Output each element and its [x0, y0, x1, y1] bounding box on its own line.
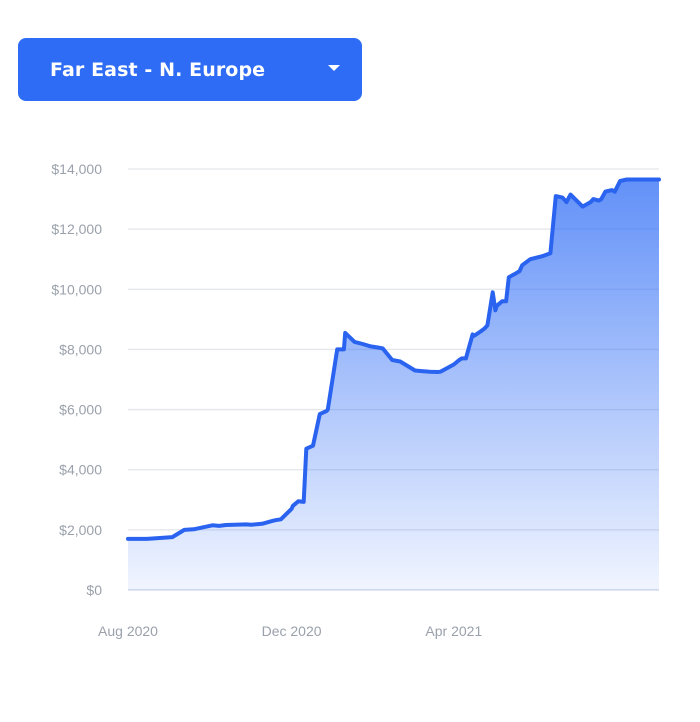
x-tick-label: Apr 2021: [425, 623, 482, 639]
line-layer: [126, 177, 661, 541]
series-line: [126, 177, 661, 541]
y-tick-label: $6,000: [59, 402, 102, 418]
y-tick-label: $0: [86, 582, 102, 598]
y-tick-label: $4,000: [59, 462, 102, 478]
x-tick-label: Dec 2020: [262, 623, 322, 639]
area-layer: [128, 179, 659, 590]
series-area-fill: [128, 179, 659, 590]
y-tick-label: $8,000: [59, 341, 102, 357]
y-tick-label: $2,000: [59, 522, 102, 538]
y-axis-ticks: $0 $2,000 $4,000 $6,000 $8,000 $10,000 $12,000…: [51, 161, 102, 598]
x-axis-ticks: Aug 2020 Dec 2020 Apr 2021: [98, 623, 482, 639]
route-select-label: Far East - N. Europe: [50, 58, 266, 81]
x-tick-label: Aug 2020: [98, 623, 158, 639]
route-select-dropdown[interactable]: Far East - N. Europe: [18, 38, 362, 101]
chevron-down-icon: [328, 65, 340, 71]
y-tick-label: $14,000: [51, 161, 102, 177]
y-tick-label: $10,000: [51, 281, 102, 297]
y-tick-label: $12,000: [51, 221, 102, 237]
